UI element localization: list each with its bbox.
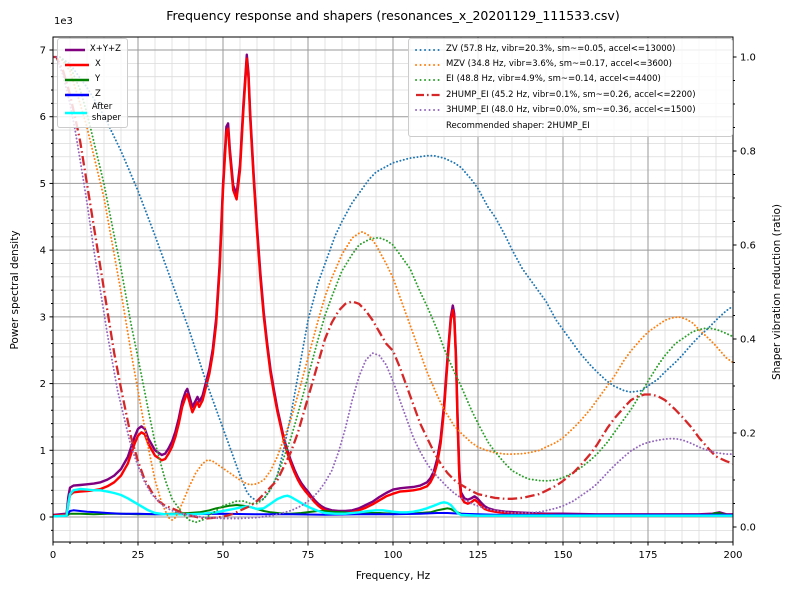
legend-item-zv-(57.8-hz,-vibr=20.3%,-sm~=0.05,-accel<=13000): ZV (57.8 Hz, vibr=20.3%, sm~=0.05, accel… — [415, 42, 726, 57]
legend-swatch-2hump_ei — [416, 94, 440, 97]
legend-item-label: Y — [95, 74, 101, 84]
shaper-curves — [53, 55, 733, 524]
tick-label: 6 — [40, 112, 46, 123]
grid-major — [53, 37, 733, 542]
legend-swatch-x+y+z — [65, 48, 85, 51]
recommended-shaper-note: Recommended shaper: 2HUMP_EI — [446, 120, 590, 131]
tick-label: 100 — [383, 550, 402, 561]
tick-label: 7 — [40, 46, 46, 57]
legend-item-label: EI (48.8 Hz, vibr=4.9%, sm~=0.14, accel<… — [446, 74, 661, 85]
legend-item-y: Y — [64, 72, 121, 87]
tick-label: 0.8 — [740, 147, 756, 158]
tick-label: 50 — [217, 550, 230, 561]
tick-label: 1 — [40, 446, 46, 457]
grid-minor — [53, 37, 733, 542]
series-ei — [53, 56, 733, 524]
tick-label: 75 — [302, 550, 315, 561]
y-axis-multiplier: 1e3 — [54, 16, 73, 27]
series-zv — [53, 56, 733, 503]
series-after-shaper — [53, 487, 733, 518]
legend-swatch-3hump_ei — [415, 109, 441, 112]
tick-label: 2 — [40, 379, 46, 390]
legend-item-x: X — [64, 57, 121, 72]
tick-label: 0.6 — [740, 241, 756, 252]
legend-item-2hump_ei-(45.2-hz,-vibr=0.1%,-sm~=0.26,-accel<=2200): 2HUMP_EI (45.2 Hz, vibr=0.1%, sm~=0.26, … — [415, 88, 726, 103]
tick-label: 200 — [723, 550, 742, 561]
legend-swatch-zv — [415, 48, 441, 51]
tick-label: 0.2 — [740, 429, 756, 440]
legend-item-label: 3HUMP_EI (48.0 Hz, vibr=0.0%, sm~=0.36, … — [446, 104, 696, 115]
legend-item-x+y+z: X+Y+Z — [64, 42, 121, 57]
tick-label: 0.0 — [740, 523, 756, 534]
legend-item-mzv-(34.8-hz,-vibr=3.6%,-sm~=0.17,-accel<=3600): MZV (34.8 Hz, vibr=3.6%, sm~=0.17, accel… — [415, 57, 726, 72]
tick-label: 0.4 — [740, 335, 756, 346]
legend-swatch-ei — [415, 79, 441, 81]
legend-item-label: Z — [95, 89, 101, 99]
legend-swatch-after — [65, 111, 87, 115]
legend-swatch-z — [65, 93, 89, 96]
tick-label: 125 — [468, 550, 487, 561]
legend-item-label: X+Y+Z — [89, 44, 121, 54]
series-3hump_ei — [53, 56, 733, 520]
legend-item-z: Z — [64, 87, 121, 102]
legend-item-label: X — [95, 59, 101, 69]
tick-label: 3 — [40, 312, 46, 323]
tick-label: 1.0 — [740, 53, 756, 64]
axis-ticks — [49, 49, 737, 546]
legend-item-3hump_ei-(48.0-hz,-vibr=0.0%,-sm~=0.36,-accel<=1500): 3HUMP_EI (48.0 Hz, vibr=0.0%, sm~=0.36, … — [415, 103, 726, 118]
legend-item-label: MZV (34.8 Hz, vibr=3.6%, sm~=0.17, accel… — [446, 59, 672, 70]
legend-item-ei-(48.8-hz,-vibr=4.9%,-sm~=0.14,-accel<=4400): EI (48.8 Hz, vibr=4.9%, sm~=0.14, accel<… — [415, 72, 726, 87]
tick-label: 4 — [40, 246, 46, 257]
legend-shapers: ZV (57.8 Hz, vibr=20.3%, sm~=0.05, accel… — [408, 38, 733, 138]
tick-label: 150 — [553, 550, 572, 561]
tick-label: 175 — [638, 550, 657, 561]
legend-swatch-x — [65, 63, 89, 66]
series-2hump_ei — [53, 55, 733, 520]
legend-item-label: ZV (57.8 Hz, vibr=20.3%, sm~=0.05, accel… — [446, 44, 676, 55]
chart-title: Frequency response and shapers (resonanc… — [166, 8, 620, 23]
legend-swatch-y — [65, 78, 89, 81]
legend-item-label: After shaper — [91, 102, 121, 123]
x-axis-label: Frequency, Hz — [355, 570, 431, 582]
legend-item-label: 2HUMP_EI (45.2 Hz, vibr=0.1%, sm~=0.26, … — [446, 89, 696, 100]
y-axis-left-label: Power spectral density — [9, 230, 21, 350]
legend-item-after-shaper: After shaper — [64, 102, 121, 124]
tick-label: 0 — [50, 550, 56, 561]
axis-tick-labels: 0 25 50 75 100 125 150 175 200 0 1 2 3 4 5 6 7 0.0 0.2 0.4 0… — [40, 46, 756, 561]
y-axis-right-label: Shaper vibration reduction (ratio) — [771, 203, 783, 381]
tick-label: 0 — [40, 513, 46, 524]
legend-psd: X+Y+Z X Y Z After shaper — [57, 38, 128, 128]
tick-label: 5 — [40, 179, 46, 190]
tick-label: 25 — [132, 550, 145, 561]
legend-swatch-mzv — [415, 63, 441, 66]
